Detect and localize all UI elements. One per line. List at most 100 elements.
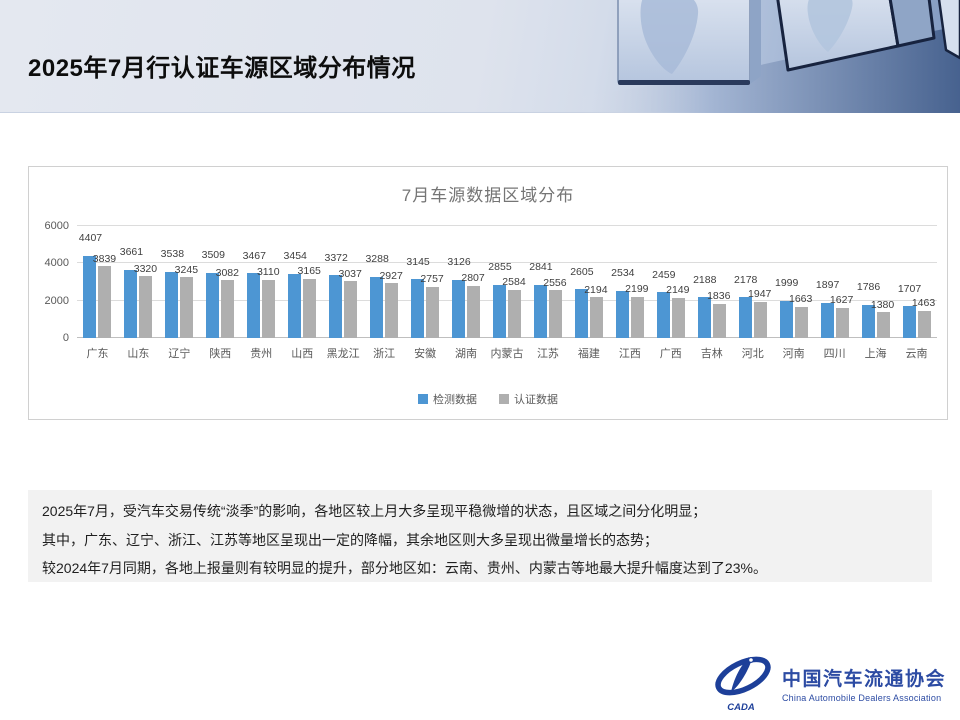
bar-group-广东: 4407 3839 广东 bbox=[77, 226, 118, 360]
bar-group-福建: 2605 2194 福建 bbox=[568, 226, 609, 360]
data-label: 1786 bbox=[856, 281, 881, 294]
data-label: 2178 bbox=[734, 273, 758, 286]
x-axis-label: 四川 bbox=[823, 348, 846, 360]
legend-swatch bbox=[418, 394, 428, 404]
data-label: 1947 bbox=[748, 288, 772, 301]
bar-认证数据-安徽 bbox=[426, 286, 440, 338]
bar-检测数据-山东 bbox=[124, 269, 138, 338]
y-axis-tick: 0 bbox=[62, 332, 69, 344]
x-axis-label: 广西 bbox=[659, 348, 682, 360]
org-name-cn: 中国汽车流通协会 bbox=[781, 668, 946, 690]
bar-认证数据-上海 bbox=[876, 312, 890, 338]
data-label: 3037 bbox=[338, 267, 362, 280]
cada-logo-text: CADA bbox=[727, 702, 755, 712]
legend-item-检测数据: 检测数据 bbox=[418, 391, 477, 407]
summary-line: 较2024年7月同期，各地上报量则有较明显的提升，部分地区如：云南、贵州、内蒙古… bbox=[42, 560, 767, 577]
bar-检测数据-安徽 bbox=[411, 279, 425, 338]
data-label: 2199 bbox=[625, 283, 649, 296]
data-label: 2556 bbox=[543, 276, 567, 289]
bar-检测数据-湖南 bbox=[452, 279, 466, 338]
bar-检测数据-浙江 bbox=[370, 276, 384, 338]
data-label: 3454 bbox=[283, 250, 307, 263]
bar-检测数据-上海 bbox=[861, 304, 875, 338]
data-label: 4407 bbox=[78, 232, 103, 245]
x-axis-label: 吉林 bbox=[700, 348, 723, 360]
bar-group-吉林: 2188 1836 吉林 bbox=[691, 226, 732, 360]
data-label: 3320 bbox=[133, 262, 158, 275]
x-axis-label: 陕西 bbox=[209, 348, 232, 360]
data-label: 3126 bbox=[447, 256, 471, 269]
data-label: 1380 bbox=[870, 298, 895, 311]
bar-认证数据-辽宁 bbox=[180, 277, 194, 338]
bar-group-广西: 2459 2149 广西 bbox=[650, 226, 691, 360]
bar-检测数据-内蒙古 bbox=[492, 284, 506, 338]
data-label: 2841 bbox=[529, 261, 553, 274]
data-label: 2855 bbox=[488, 261, 512, 274]
bar-检测数据-云南 bbox=[902, 306, 916, 338]
legend-label: 认证数据 bbox=[514, 394, 558, 406]
bar-认证数据-四川 bbox=[835, 307, 849, 338]
x-axis-label: 黑龙江 bbox=[326, 348, 360, 360]
bar-检测数据-河南 bbox=[779, 300, 793, 338]
bar-认证数据-广东 bbox=[98, 266, 112, 338]
y-axis-tick: 4000 bbox=[44, 257, 69, 270]
bar-认证数据-吉林 bbox=[712, 303, 726, 338]
data-label: 1663 bbox=[788, 293, 813, 306]
org-name-en: China Automobile Dealers Association bbox=[781, 692, 942, 703]
bar-认证数据-黑龙江 bbox=[344, 281, 358, 338]
x-axis-label: 贵州 bbox=[250, 348, 273, 360]
data-label: 2188 bbox=[693, 273, 717, 286]
bar-检测数据-江苏 bbox=[533, 284, 547, 338]
x-axis-label: 福建 bbox=[577, 348, 600, 360]
decorative-cubes-image bbox=[580, 0, 960, 113]
x-axis-label: 浙江 bbox=[373, 348, 396, 360]
x-axis-label: 广东 bbox=[86, 348, 109, 360]
data-label: 1463 bbox=[911, 297, 936, 310]
data-label: 3839 bbox=[92, 252, 117, 265]
data-label: 1897 bbox=[815, 279, 840, 292]
bar-group-黑龙江: 3372 3037 黑龙江 bbox=[323, 226, 364, 360]
bar-检测数据-广东 bbox=[83, 255, 97, 338]
bar-检测数据-陕西 bbox=[206, 272, 220, 338]
gridline bbox=[77, 262, 937, 264]
organization-logo: CADA 中国汽车流通协会 China Automobile Dealers A… bbox=[712, 654, 946, 712]
x-axis-label: 河北 bbox=[741, 348, 764, 360]
bar-group-贵州: 3467 3110 贵州 bbox=[241, 226, 282, 360]
data-label: 3372 bbox=[324, 251, 348, 264]
bar-认证数据-福建 bbox=[589, 297, 603, 338]
bar-检测数据-江西 bbox=[615, 290, 629, 338]
x-axis-label: 安徽 bbox=[414, 348, 437, 360]
gridline bbox=[77, 337, 937, 338]
x-axis-label: 山西 bbox=[291, 348, 314, 360]
bar-group-四川: 1897 1627 四川 bbox=[814, 226, 855, 360]
bar-认证数据-河南 bbox=[794, 306, 808, 338]
bar-group-江西: 2534 2199 江西 bbox=[609, 226, 650, 360]
bar-检测数据-四川 bbox=[820, 302, 834, 338]
bar-认证数据-云南 bbox=[917, 310, 931, 338]
bar-检测数据-吉林 bbox=[697, 297, 711, 338]
data-label: 2927 bbox=[379, 269, 403, 282]
data-label: 3110 bbox=[256, 266, 280, 279]
bar-group-河北: 2178 1947 河北 bbox=[732, 226, 773, 360]
bar-检测数据-辽宁 bbox=[165, 271, 179, 338]
data-label: 2584 bbox=[502, 276, 526, 289]
bar-检测数据-黑龙江 bbox=[329, 275, 343, 338]
data-label: 3145 bbox=[406, 255, 430, 268]
data-label: 3467 bbox=[242, 249, 266, 262]
bar-group-山西: 3454 3165 山西 bbox=[282, 226, 323, 360]
bar-认证数据-广西 bbox=[671, 297, 685, 338]
data-label: 2807 bbox=[461, 272, 485, 285]
data-label: 2459 bbox=[652, 268, 676, 281]
data-label: 3538 bbox=[160, 248, 185, 261]
gridline bbox=[77, 225, 937, 226]
bar-认证数据-内蒙古 bbox=[507, 289, 521, 338]
header-banner: 2025年7月行认证车源区域分布情况 bbox=[0, 0, 960, 113]
chart-panel: 7月车源数据区域分布 0 2000 4000 6000 4407 3839 广东 3661 33… bbox=[28, 166, 948, 420]
x-axis-label: 江西 bbox=[618, 348, 641, 360]
page-title: 2025年7月行认证车源区域分布情况 bbox=[28, 55, 416, 82]
bar-认证数据-山东 bbox=[139, 276, 153, 338]
data-label: 2149 bbox=[666, 284, 690, 297]
summary-line: 2025年7月，受汽车交易传统“淡季”的影响，各地区较上月大多呈现平稳微增的状态… bbox=[42, 503, 707, 519]
bar-group-辽宁: 3538 3245 辽宁 bbox=[159, 226, 200, 360]
bar-检测数据-贵州 bbox=[247, 273, 261, 338]
